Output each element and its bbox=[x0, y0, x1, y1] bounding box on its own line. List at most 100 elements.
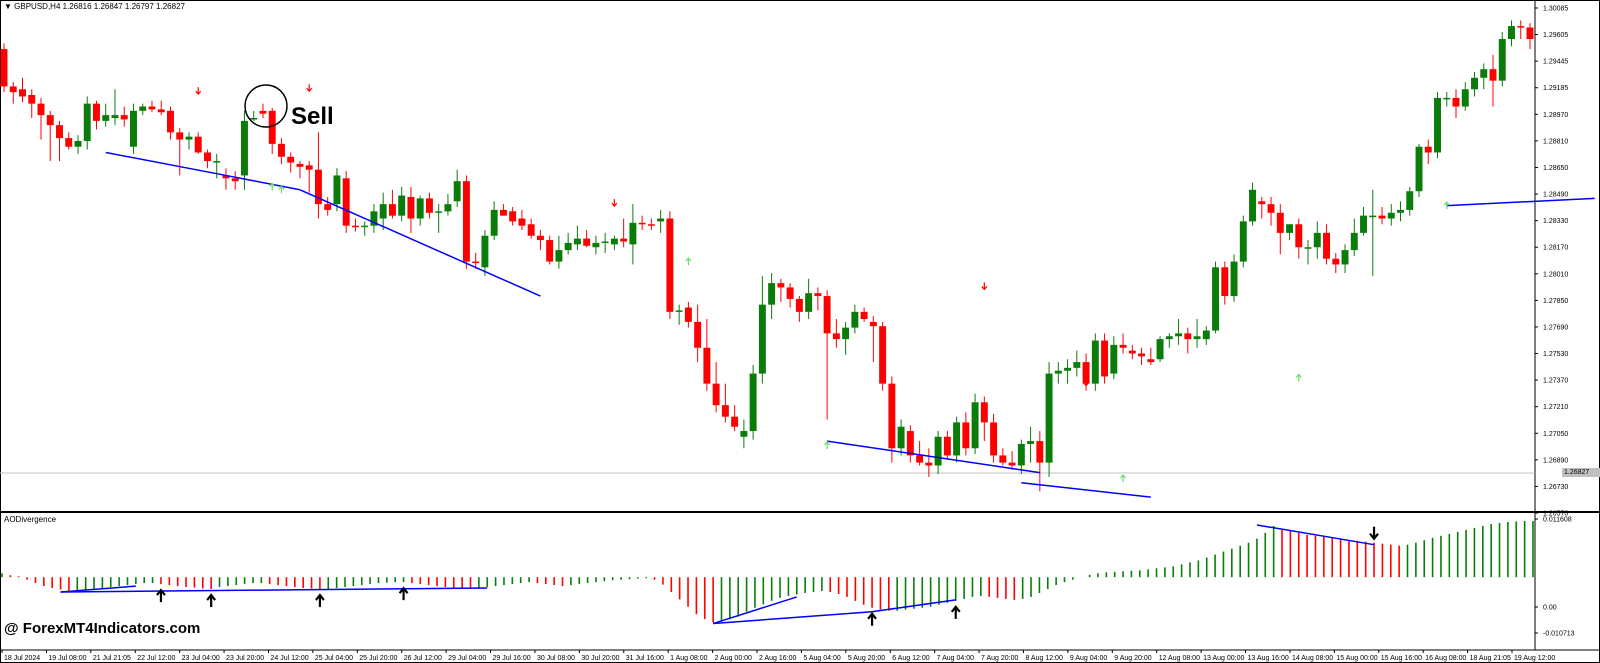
candle-body bbox=[1054, 370, 1062, 374]
symbol-menu-icon[interactable]: ▼ bbox=[4, 2, 12, 11]
candle-body bbox=[139, 106, 147, 111]
candle-body bbox=[610, 238, 618, 245]
candle-body bbox=[518, 218, 526, 226]
candle-body bbox=[361, 225, 369, 228]
candle-body bbox=[231, 178, 239, 182]
candle-body bbox=[638, 222, 646, 225]
arrow-head bbox=[306, 87, 313, 93]
candle-body bbox=[425, 198, 433, 213]
price-tick-label: 1.28490 bbox=[1543, 192, 1568, 199]
candle-body bbox=[1452, 97, 1460, 107]
candle-body bbox=[999, 455, 1007, 463]
candle-body bbox=[943, 436, 951, 456]
time-tick-label: 5 Aug 04:00 bbox=[803, 655, 840, 662]
ao-buy-arrow-icon bbox=[156, 588, 166, 603]
ao-buy-arrow-icon bbox=[315, 593, 325, 608]
candle-body bbox=[851, 311, 859, 328]
candle-body bbox=[1378, 215, 1386, 219]
candle-body bbox=[1480, 69, 1488, 78]
time-tick-label: 7 Aug 20:00 bbox=[981, 655, 1018, 662]
price-tick-label: 1.27530 bbox=[1543, 351, 1568, 358]
arrow-head bbox=[1295, 373, 1302, 378]
candle-body bbox=[499, 209, 507, 216]
candle-body bbox=[1489, 69, 1497, 81]
candle-body bbox=[916, 455, 924, 463]
candle-body bbox=[83, 103, 91, 141]
candle-body bbox=[1517, 26, 1525, 28]
candle-body bbox=[1434, 97, 1441, 153]
time-tick-label: 2 Aug 00:00 bbox=[715, 655, 752, 662]
time-tick-label: 7 Aug 04:00 bbox=[937, 655, 974, 662]
candle-body bbox=[305, 165, 313, 170]
time-tick-label: 21 Jul 21:05 bbox=[93, 655, 131, 662]
indicator-name: AODivergence bbox=[4, 515, 57, 524]
candle-body bbox=[111, 115, 119, 118]
time-tick-label: 25 Jul 04:00 bbox=[315, 655, 353, 662]
candle-body bbox=[758, 304, 766, 374]
candle-body bbox=[1286, 224, 1294, 233]
time-tick-label: 23 Jul 20:00 bbox=[226, 655, 264, 662]
sell-label: Sell bbox=[291, 103, 334, 130]
candle-body bbox=[980, 402, 988, 423]
buy-signal-arrow-icon bbox=[278, 185, 285, 194]
arrow-head bbox=[156, 588, 166, 596]
candle-body bbox=[962, 422, 970, 449]
time-tick-label: 14 Aug 08:00 bbox=[1292, 655, 1333, 662]
candle-body bbox=[1387, 212, 1395, 219]
price-tick-label: 1.28170 bbox=[1543, 245, 1568, 252]
sell-signal-arrow-icon bbox=[1083, 378, 1090, 387]
divergence-trendline bbox=[225, 174, 301, 191]
candle-body bbox=[213, 161, 221, 163]
ao-divergence-trendline bbox=[60, 588, 379, 593]
candle-body bbox=[74, 140, 82, 147]
candle-body bbox=[564, 242, 572, 251]
candle-body bbox=[1101, 340, 1109, 377]
candle-body bbox=[620, 238, 628, 242]
time-tick-label: 12 Aug 08:00 bbox=[1159, 655, 1200, 662]
buy-signal-arrow-icon bbox=[1295, 373, 1302, 382]
price-tick-label: 1.28810 bbox=[1543, 138, 1568, 145]
candle-body bbox=[1027, 441, 1035, 444]
candle-body bbox=[379, 204, 387, 219]
candle-body bbox=[1461, 89, 1469, 107]
time-tick-label: 1 Aug 08:00 bbox=[670, 655, 707, 662]
candle-body bbox=[1424, 146, 1432, 153]
time-tick-label: 24 Jul 12:00 bbox=[270, 655, 308, 662]
symbol-timeframe: GBPUSD,H4 bbox=[14, 2, 61, 11]
candle-body bbox=[102, 115, 110, 121]
price-tick-label: 1.29445 bbox=[1543, 59, 1568, 66]
time-tick-label: 25 Jul 20:00 bbox=[359, 655, 397, 662]
candle-body bbox=[1036, 441, 1044, 463]
candle-body bbox=[694, 321, 702, 348]
current-price-tag: 1.26827 bbox=[1562, 468, 1600, 477]
time-tick-label: 16 Aug 08:00 bbox=[1425, 655, 1466, 662]
ao-divergence-trendline bbox=[1256, 524, 1375, 546]
candle-body bbox=[546, 240, 554, 262]
ao-buy-arrow-icon bbox=[867, 611, 877, 626]
candle-body bbox=[1304, 247, 1312, 249]
candle-body bbox=[444, 204, 452, 212]
candle-body bbox=[453, 181, 461, 202]
candle-body bbox=[1332, 258, 1340, 265]
candle-body bbox=[1202, 330, 1210, 340]
candle-body bbox=[314, 169, 322, 205]
candle-body bbox=[842, 327, 850, 340]
watermark: @ ForexMT4Indicators.com bbox=[4, 620, 201, 637]
time-tick-label: 8 Aug 12:00 bbox=[1025, 655, 1062, 662]
candle-body bbox=[1471, 77, 1478, 90]
candle-body bbox=[934, 436, 942, 466]
price-tick-label: 1.26730 bbox=[1543, 484, 1568, 491]
price-tick-label: 1.30085 bbox=[1543, 6, 1568, 13]
time-tick-label: 29 Jul 04:00 bbox=[448, 655, 486, 662]
indicator-tick-label: 0.00 bbox=[1543, 605, 1557, 612]
ao-divergence-trendline bbox=[60, 585, 136, 593]
price-tick-label: 1.29605 bbox=[1543, 32, 1568, 39]
arrow-head bbox=[867, 611, 877, 620]
arrow-head bbox=[1369, 533, 1379, 541]
time-tick-label: 30 Jul 08:00 bbox=[537, 655, 575, 662]
arrow-head bbox=[950, 605, 961, 613]
candle-body bbox=[472, 261, 480, 264]
